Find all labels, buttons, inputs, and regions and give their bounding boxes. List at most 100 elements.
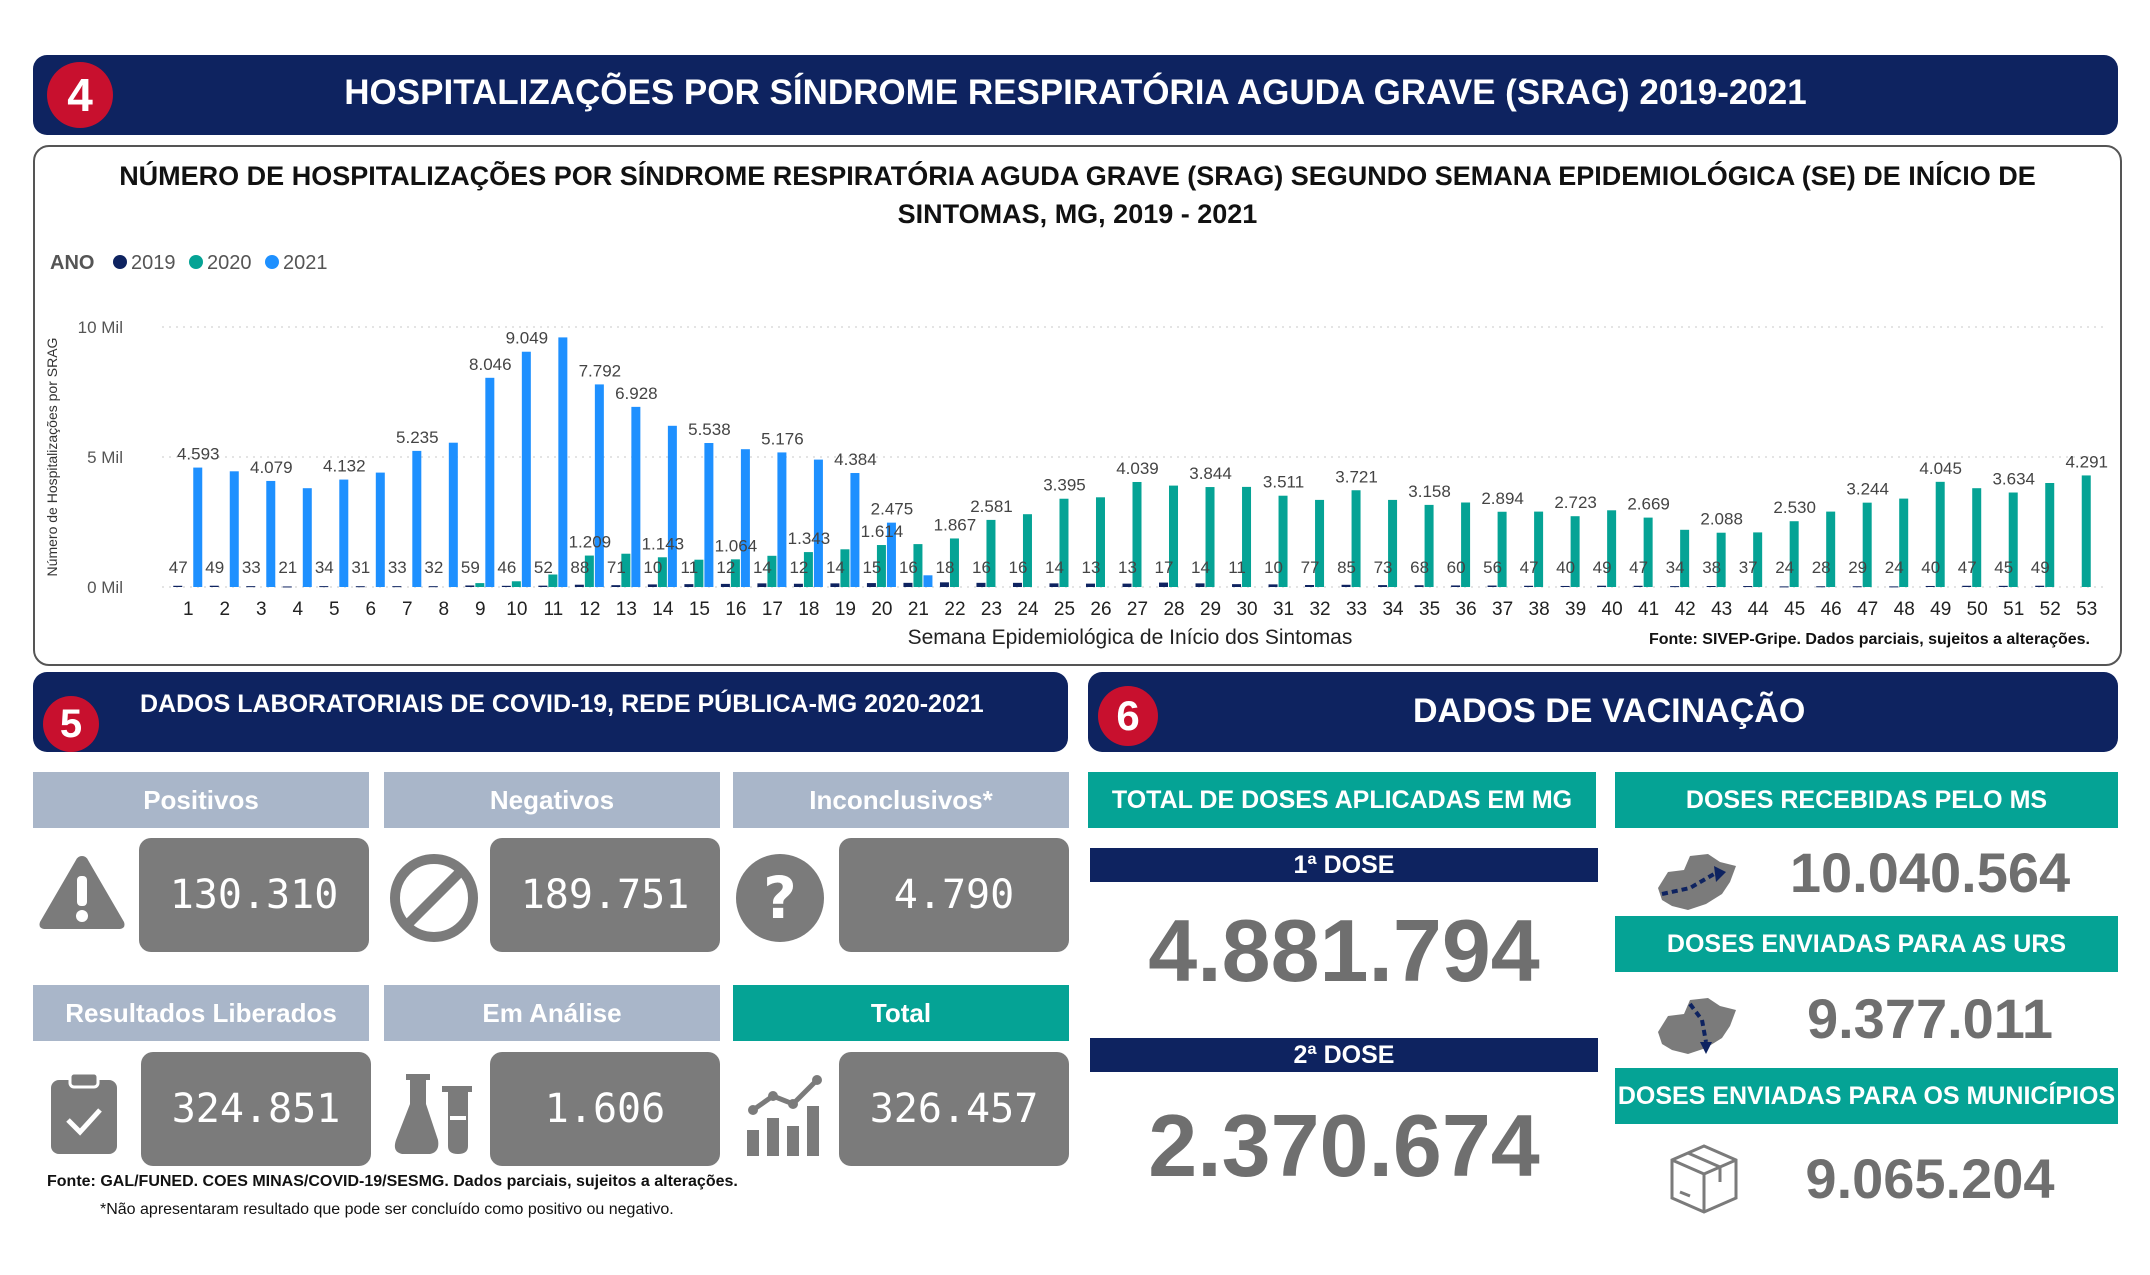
bar-2021-se15 <box>704 443 714 587</box>
bar-2020-se36 <box>1461 502 1471 587</box>
doses-recebidas-value: 10.040.564 <box>1789 841 2071 904</box>
bar-2019-se40 <box>1597 585 1607 587</box>
data-label-2019-se42: 34 <box>1666 558 1685 577</box>
data-label-2019-se34: 73 <box>1374 558 1393 577</box>
data-label-2021-se15: 5.538 <box>688 420 731 439</box>
x-tick-label: 16 <box>725 599 746 620</box>
x-tick-label: 7 <box>402 599 413 620</box>
data-label-2019-se1: 47 <box>169 558 188 577</box>
bar-2019-se30 <box>1232 584 1242 587</box>
section6-title: DADOS DE VACINAÇÃO <box>1413 692 1806 730</box>
bar-2019-se50 <box>1962 585 1972 587</box>
section6-number: 6 <box>1098 686 1158 746</box>
data-label-2019-se25: 14 <box>1045 558 1064 577</box>
total-value: 326.457 <box>839 1052 1069 1166</box>
bar-2020-se15 <box>694 559 704 587</box>
x-tick-label: 35 <box>1419 599 1440 620</box>
bar-2019-se9 <box>465 585 475 587</box>
bar-2019-se28 <box>1159 582 1169 587</box>
data-label-2019-se2: 49 <box>205 558 224 577</box>
bar-2019-se12 <box>574 584 584 587</box>
bar-2020-se17 <box>767 555 777 587</box>
x-tick-label: 43 <box>1711 599 1732 620</box>
x-tick-label: 13 <box>616 599 637 620</box>
data-label-2019-se44: 37 <box>1739 558 1758 577</box>
resultados-liberados-header: Resultados Liberados <box>33 985 369 1041</box>
bar-2020-se26 <box>1095 497 1105 587</box>
data-label-2020-se18: 1.343 <box>788 529 831 548</box>
x-tick-label: 45 <box>1784 599 1805 620</box>
x-tick-label: 17 <box>762 599 783 620</box>
bar-2019-se42 <box>1670 586 1680 588</box>
data-label-2019-se46: 28 <box>1812 558 1831 577</box>
section4-banner: 4 HOSPITALIZAÇÕES POR SÍNDROME RESPIRATÓ… <box>33 55 2118 135</box>
data-label-2020-se35: 3.158 <box>1408 482 1451 501</box>
legend-label-2019: 2019 <box>131 252 176 274</box>
x-tick-label: 25 <box>1054 599 1075 620</box>
x-tick-label: 52 <box>2040 599 2061 620</box>
data-label-2020-se27: 4.039 <box>1116 459 1159 478</box>
data-label-2019-se45: 24 <box>1775 558 1794 577</box>
x-tick-label: 11 <box>543 599 563 620</box>
bar-2019-se33 <box>1341 584 1351 587</box>
data-label-2019-se13: 71 <box>607 558 626 577</box>
bar-2020-se52 <box>2045 483 2055 587</box>
bar-2019-se26 <box>1085 583 1095 587</box>
bar-2020-se32 <box>1315 499 1325 587</box>
inconclusivos-value: 4.790 <box>839 838 1069 952</box>
bar-2019-se31 <box>1268 584 1278 587</box>
bar-2019-se38 <box>1524 585 1534 587</box>
data-label-2019-se9: 59 <box>461 558 480 577</box>
data-label-2020-se51: 3.634 <box>1992 470 2035 489</box>
bar-2020-se27 <box>1132 481 1142 587</box>
bar-2020-se49 <box>1935 481 1945 587</box>
bar-2019-se46 <box>1816 586 1826 588</box>
dose2-value: 2.370.674 <box>1148 1096 1540 1195</box>
doses-municipios-value: 9.065.204 <box>1805 1147 2055 1210</box>
bar-2020-se48 <box>1899 498 1909 587</box>
x-tick-label: 26 <box>1090 599 1111 620</box>
x-tick-label: 30 <box>1236 599 1257 620</box>
x-tick-label: 18 <box>798 599 819 620</box>
doses-urs-header: DOSES ENVIADAS PARA AS URS <box>1615 916 2118 972</box>
section4-number: 4 <box>47 62 113 128</box>
bar-2019-se18 <box>793 583 803 587</box>
bar-2019-se3 <box>246 586 256 588</box>
data-label-2019-se22: 18 <box>935 558 954 577</box>
bar-2019-se35 <box>1414 585 1424 587</box>
data-label-2020-se53: 4.291 <box>2065 452 2108 471</box>
bar-2019-se25 <box>1049 583 1059 587</box>
data-label-2021-se13: 6.928 <box>615 384 658 403</box>
bar-2021-se13 <box>631 406 641 587</box>
bar-2020-se11 <box>548 574 558 587</box>
x-tick-label: 51 <box>2003 599 2024 620</box>
x-tick-label: 3 <box>256 599 267 620</box>
bar-2020-se35 <box>1424 504 1434 587</box>
data-label-2019-se11: 52 <box>534 558 553 577</box>
data-label-2019-se19: 14 <box>826 558 845 577</box>
data-label-2021-se1: 4.593 <box>177 445 220 464</box>
data-label-2019-se18: 12 <box>789 558 808 577</box>
x-tick-label: 34 <box>1382 599 1404 620</box>
data-label-2019-se5: 34 <box>315 558 334 577</box>
data-label-2019-se39: 40 <box>1556 558 1575 577</box>
bar-2020-se42 <box>1680 529 1690 587</box>
bar-2020-se21 <box>913 544 923 587</box>
x-tick-label: 28 <box>1163 599 1184 620</box>
dose2-label: 2ª DOSE <box>1090 1038 1598 1072</box>
bar-2021-se7 <box>412 450 422 587</box>
x-tick-label: 2 <box>219 599 230 620</box>
data-label-2020-se23: 2.581 <box>970 497 1013 516</box>
data-label-2021-se12: 7.792 <box>579 361 622 380</box>
prohibited-icon <box>390 854 478 942</box>
x-tick-label: 29 <box>1200 599 1221 620</box>
x-tick-label: 14 <box>652 599 674 620</box>
section4-title: HOSPITALIZAÇÕES POR SÍNDROME RESPIRATÓRI… <box>344 73 1807 112</box>
bar-2019-se39 <box>1560 585 1570 587</box>
data-label-2019-se17: 14 <box>753 558 772 577</box>
x-tick-label: 32 <box>1309 599 1330 620</box>
inconclusivos-header: Inconclusivos* <box>733 772 1069 828</box>
x-tick-label: 4 <box>292 599 303 620</box>
lab-flask-icon <box>394 1074 472 1154</box>
data-label-2019-se23: 16 <box>972 558 991 577</box>
